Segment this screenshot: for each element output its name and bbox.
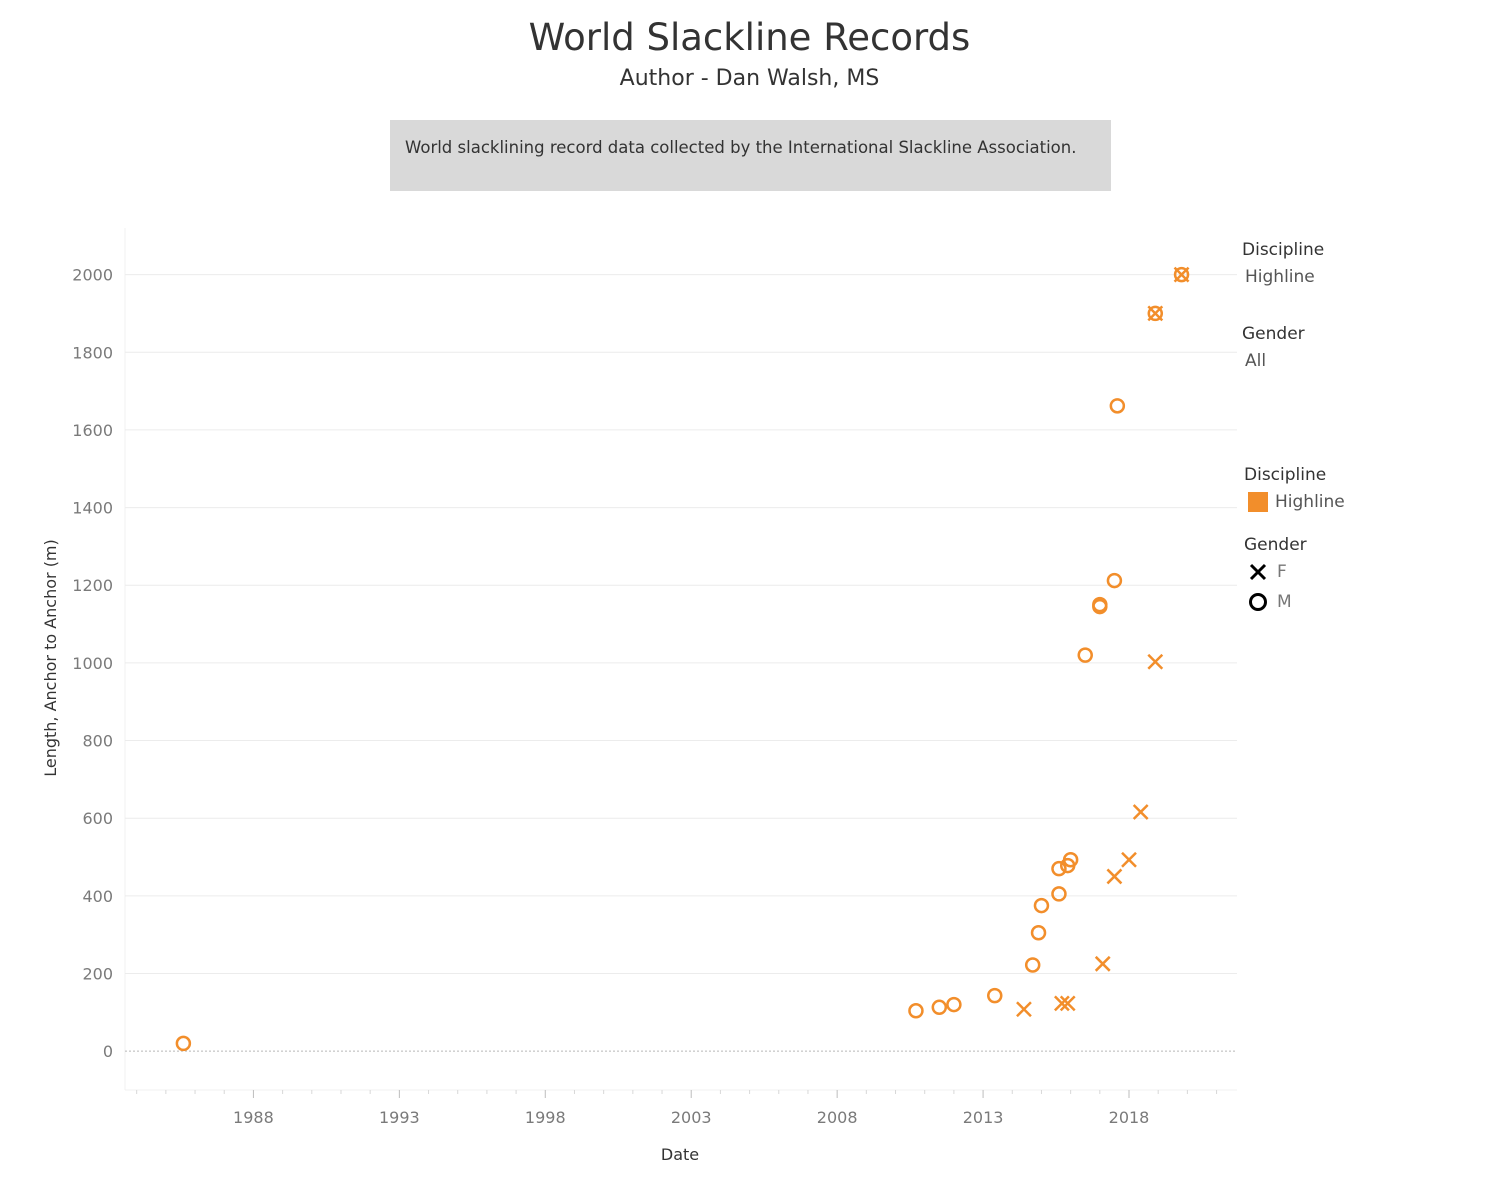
legend-cross-icon bbox=[1249, 563, 1267, 581]
legend-label-f[interactable]: F bbox=[1277, 562, 1287, 582]
x-tick-label: 2003 bbox=[671, 1108, 712, 1127]
data-point-f[interactable] bbox=[1016, 1001, 1032, 1018]
x-tick-label: 1998 bbox=[525, 1108, 566, 1127]
legend-color-title: Discipline bbox=[1244, 465, 1327, 485]
data-point-m[interactable] bbox=[908, 1003, 924, 1019]
y-tick-label: 400 bbox=[82, 887, 113, 906]
legend-circle-icon bbox=[1249, 593, 1267, 611]
data-point-f[interactable] bbox=[1059, 995, 1076, 1012]
data-point-m[interactable] bbox=[1033, 897, 1050, 914]
x-axis-ticks: 1988 1993 1998 2003 2008 2013 2018 bbox=[136, 1090, 1218, 1127]
y-axis-ticks: 0 200 400 600 800 1000 1200 1400 1600 1800 2000 bbox=[72, 266, 113, 1062]
data-point-m[interactable] bbox=[1106, 572, 1123, 589]
data-point-f[interactable] bbox=[1132, 804, 1149, 820]
legend-shape-title: Gender bbox=[1244, 535, 1307, 555]
data-point-f[interactable] bbox=[1106, 868, 1123, 885]
data-point-f[interactable] bbox=[1173, 266, 1190, 283]
data-point-f[interactable] bbox=[1053, 995, 1070, 1012]
x-tick-label: 1993 bbox=[379, 1108, 420, 1127]
data-point-m[interactable] bbox=[987, 987, 1003, 1004]
y-tick-label: 200 bbox=[82, 965, 113, 984]
data-point-m[interactable] bbox=[1062, 851, 1079, 868]
data-point-m[interactable] bbox=[1024, 957, 1041, 973]
chart-subtitle: Author - Dan Walsh, MS bbox=[619, 66, 880, 91]
filter-discipline-title: Discipline bbox=[1242, 240, 1325, 260]
data-point-m[interactable] bbox=[1109, 398, 1126, 414]
data-point-f[interactable] bbox=[1147, 305, 1164, 322]
x-axis-title: Date bbox=[661, 1145, 699, 1164]
data-point-f[interactable] bbox=[1094, 955, 1111, 972]
description-text: World slacklining record data collected … bbox=[405, 138, 1077, 157]
legend-label-m[interactable]: M bbox=[1277, 592, 1292, 612]
data-marks bbox=[175, 266, 1190, 1052]
y-tick-label: 1600 bbox=[72, 421, 113, 440]
data-point-f[interactable] bbox=[1121, 851, 1137, 868]
x-tick-label: 1988 bbox=[233, 1108, 274, 1127]
legend-label-highline[interactable]: Highline bbox=[1275, 492, 1345, 512]
filter-gender-value[interactable]: All bbox=[1245, 351, 1267, 371]
data-point-m[interactable] bbox=[1077, 647, 1093, 663]
legend-swatch-highline[interactable] bbox=[1248, 492, 1268, 512]
data-point-m[interactable] bbox=[946, 996, 962, 1013]
data-point-m[interactable] bbox=[1030, 924, 1047, 941]
data-point-m[interactable] bbox=[1092, 596, 1108, 613]
y-tick-label: 0 bbox=[103, 1042, 113, 1061]
data-point-m[interactable] bbox=[175, 1035, 192, 1052]
data-point-f[interactable] bbox=[1147, 653, 1164, 670]
y-tick-label: 1400 bbox=[72, 499, 113, 518]
data-point-m[interactable] bbox=[931, 999, 948, 1016]
x-tick-label: 2013 bbox=[963, 1108, 1004, 1127]
data-point-m[interactable] bbox=[1051, 860, 1067, 877]
x-tick-label: 2008 bbox=[817, 1108, 858, 1127]
y-tick-label: 600 bbox=[82, 809, 113, 828]
filter-gender-title: Gender bbox=[1242, 324, 1305, 344]
data-point-m[interactable] bbox=[1173, 266, 1190, 283]
filter-discipline-value[interactable]: Highline bbox=[1245, 267, 1315, 287]
data-point-m[interactable] bbox=[1147, 305, 1164, 322]
description-box: World slacklining record data collected … bbox=[390, 120, 1111, 191]
y-tick-label: 1800 bbox=[72, 343, 113, 362]
y-tick-label: 1200 bbox=[72, 576, 113, 595]
y-tick-label: 1000 bbox=[72, 654, 113, 673]
x-tick-label: 2018 bbox=[1109, 1108, 1150, 1127]
y-tick-label: 800 bbox=[82, 732, 113, 751]
data-point-m[interactable] bbox=[1051, 886, 1067, 902]
y-tick-label: 2000 bbox=[72, 266, 113, 285]
y-axis-title: Length, Anchor to Anchor (m) bbox=[41, 539, 60, 777]
gridlines bbox=[124, 228, 1237, 1091]
chart-title: World Slackline Records bbox=[528, 16, 971, 59]
